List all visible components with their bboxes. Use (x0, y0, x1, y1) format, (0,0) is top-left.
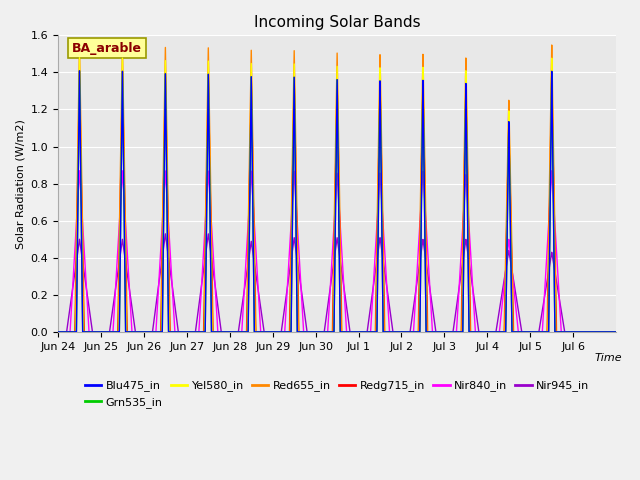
Grn535_in (612, 329, 620, 335)
Text: BA_arable: BA_arable (72, 42, 142, 55)
Yel580_in (105, 329, 113, 335)
Yel580_in (612, 329, 620, 335)
Grn535_in (76, 68, 83, 74)
Grn535_in (593, 329, 600, 335)
Line: Yel580_in: Yel580_in (58, 58, 616, 332)
Line: Nir840_in: Nir840_in (58, 171, 616, 332)
Redg715_in (232, 329, 240, 335)
Redg715_in (76, 68, 83, 73)
Grn535_in (552, 329, 559, 335)
Line: Red655_in: Red655_in (58, 45, 616, 332)
Redg715_in (54, 329, 62, 335)
Grn535_in (105, 329, 113, 335)
Legend: Blu475_in, Grn535_in, Yel580_in, Red655_in, Redg715_in, Nir840_in, Nir945_in: Blu475_in, Grn535_in, Yel580_in, Red655_… (80, 376, 594, 412)
Nir945_in (161, 231, 169, 237)
Nir840_in (54, 329, 62, 335)
Blu475_in (105, 329, 113, 335)
Nir945_in (54, 329, 62, 335)
Red655_in (54, 329, 62, 335)
Blu475_in (232, 329, 240, 335)
Line: Nir945_in: Nir945_in (58, 234, 616, 332)
Y-axis label: Solar Radiation (W/m2): Solar Radiation (W/m2) (15, 119, 25, 249)
Line: Grn535_in: Grn535_in (58, 71, 616, 332)
Blu475_in (552, 329, 559, 335)
Grn535_in (54, 329, 62, 335)
Red655_in (612, 329, 620, 335)
Red655_in (324, 329, 332, 335)
Title: Incoming Solar Bands: Incoming Solar Bands (254, 15, 420, 30)
Nir945_in (593, 329, 600, 335)
Yel580_in (232, 329, 240, 335)
Redg715_in (382, 329, 390, 335)
Line: Redg715_in: Redg715_in (58, 71, 616, 332)
Yel580_in (76, 55, 83, 60)
Redg715_in (593, 329, 600, 335)
Yel580_in (593, 329, 600, 335)
Blu475_in (76, 68, 83, 74)
Yel580_in (324, 329, 332, 335)
Nir840_in (612, 329, 620, 335)
Redg715_in (105, 329, 113, 335)
Nir840_in (105, 329, 113, 335)
Yel580_in (552, 310, 559, 315)
Blu475_in (382, 329, 390, 335)
Red655_in (105, 329, 113, 335)
Nir840_in (552, 228, 559, 233)
Red655_in (382, 329, 390, 335)
Redg715_in (612, 329, 620, 335)
Nir840_in (382, 269, 390, 275)
Red655_in (593, 329, 600, 335)
Line: Blu475_in: Blu475_in (58, 71, 616, 332)
Red655_in (232, 329, 240, 335)
Grn535_in (324, 329, 332, 335)
Blu475_in (593, 329, 600, 335)
Nir945_in (232, 329, 240, 335)
Redg715_in (324, 329, 332, 335)
Grn535_in (382, 329, 390, 335)
Text: Time: Time (594, 353, 621, 363)
Nir945_in (105, 329, 113, 335)
Redg715_in (552, 281, 559, 287)
Yel580_in (382, 329, 390, 335)
Nir945_in (612, 329, 620, 335)
Red655_in (552, 255, 559, 261)
Nir840_in (76, 168, 83, 174)
Nir945_in (324, 299, 332, 304)
Nir945_in (382, 278, 390, 284)
Blu475_in (612, 329, 620, 335)
Nir840_in (324, 317, 332, 323)
Blu475_in (324, 329, 332, 335)
Blu475_in (54, 329, 62, 335)
Yel580_in (54, 329, 62, 335)
Nir840_in (232, 329, 240, 335)
Red655_in (76, 42, 83, 48)
Grn535_in (232, 329, 240, 335)
Nir945_in (552, 271, 559, 277)
Nir840_in (593, 329, 600, 335)
